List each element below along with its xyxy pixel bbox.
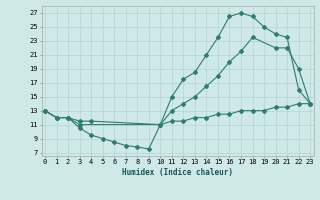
X-axis label: Humidex (Indice chaleur): Humidex (Indice chaleur): [122, 168, 233, 177]
